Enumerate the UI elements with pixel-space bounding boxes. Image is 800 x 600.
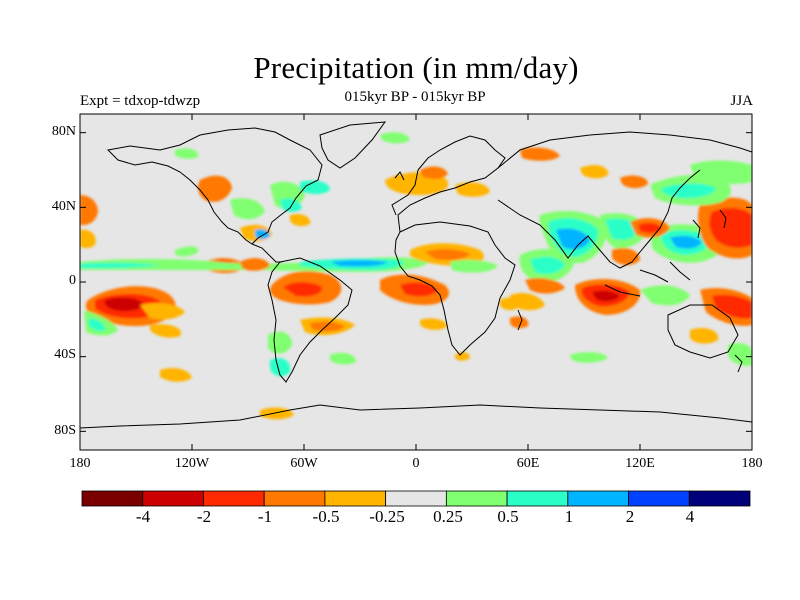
season-label: JJA	[730, 93, 753, 109]
chart-title: Precipitation (in mm/day)	[253, 50, 579, 85]
colorbar-label: 1	[564, 507, 574, 526]
lon-tick-label: 60W	[290, 456, 318, 471]
colorbar-swatch	[385, 490, 447, 507]
colorbar-swatch	[203, 490, 265, 507]
lon-tick-label: 0	[412, 456, 420, 471]
lat-tick-label: 80S	[54, 423, 76, 438]
lat-tick-label: 80N	[51, 124, 76, 139]
colorbar-label: 2	[625, 507, 635, 526]
colorbar-label: -2	[196, 507, 212, 526]
colorbar	[81, 490, 751, 507]
colorbar-swatch	[688, 490, 751, 507]
lat-tick-label: 40S	[54, 347, 76, 362]
colorbar-swatch	[142, 490, 204, 507]
chart-subtitle: 015kyr BP - 015kyr BP	[344, 89, 486, 105]
colorbar-label: -0.25	[369, 507, 405, 526]
colorbar-label: -0.5	[312, 507, 340, 526]
colorbar-label: 4	[685, 507, 695, 526]
axis-ticks	[79, 114, 753, 450]
colorbar-swatch	[445, 490, 508, 507]
colorbar-swatch	[263, 490, 326, 507]
lat-tick-label: 0	[69, 273, 76, 288]
lon-tick-label: 180	[741, 456, 763, 471]
colorbar-label: 0.5	[497, 507, 519, 526]
colorbar-swatch	[628, 490, 690, 507]
colorbar-swatch	[567, 490, 629, 507]
lon-tick-label: 180	[69, 456, 91, 471]
colorbar-swatch	[81, 490, 144, 507]
colorbar-swatch	[324, 490, 387, 507]
coastlines	[80, 121, 752, 429]
colorbar-label: 0.25	[433, 507, 463, 526]
colorbar-label: -1	[257, 507, 273, 526]
lon-tick-label: 120E	[625, 456, 655, 471]
colorbar-label: -4	[135, 507, 151, 526]
lon-tick-label: 60E	[516, 456, 540, 471]
lon-tick-label: 120W	[174, 456, 210, 471]
experiment-label: Expt = tdxop-tdwzp	[80, 93, 201, 109]
lat-tick-label: 40N	[51, 199, 76, 214]
anomaly-layer	[80, 132, 752, 420]
colorbar-swatch	[506, 490, 569, 507]
